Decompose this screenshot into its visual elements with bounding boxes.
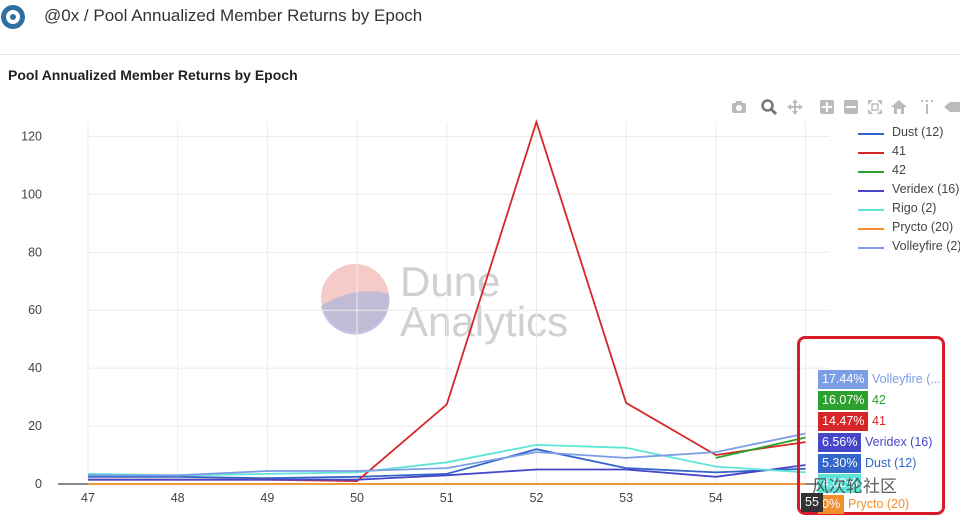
series-line-veridex xyxy=(88,464,806,481)
corner-watermark-text: 风次轮社区 xyxy=(812,477,897,496)
hover-label-value: 17.44% xyxy=(818,370,869,389)
legend-item[interactable]: Dust (12) xyxy=(852,124,960,142)
hover-label-value: 5.30% xyxy=(818,454,862,473)
watermark-line1: Dune xyxy=(400,258,500,305)
legend-label: 41 xyxy=(892,144,906,158)
zoom-icon[interactable] xyxy=(760,98,778,116)
y-tick-label: 80 xyxy=(28,245,42,259)
hover-label-series: Dust (12) xyxy=(865,456,917,470)
hover-label-series: Prycto (20) xyxy=(848,497,910,511)
x-tick-label: 50 xyxy=(350,491,364,505)
legend-item[interactable]: 41 xyxy=(852,143,960,161)
legend-swatch xyxy=(858,247,884,249)
y-tick-label: 0 xyxy=(35,477,42,491)
y-tick-label: 20 xyxy=(28,419,42,433)
chart-title: Pool Annualized Member Returns by Epoch xyxy=(8,67,298,83)
y-tick-label: 40 xyxy=(28,361,42,375)
legend-item[interactable]: Volleyfire (2) xyxy=(852,238,960,256)
legend-item[interactable]: Veridex (16) xyxy=(852,181,960,199)
legend-label: 42 xyxy=(892,163,906,177)
zoom-in-icon[interactable] xyxy=(818,98,836,116)
x-tick-label: 54 xyxy=(709,491,723,505)
zeroex-logo-icon xyxy=(1,5,25,29)
legend-swatch xyxy=(858,228,884,230)
hover-label-series: Volleyfire (... xyxy=(872,372,941,386)
legend-label: Prycto (20) xyxy=(892,220,954,234)
page-title: @0x / Pool Annualized Member Returns by … xyxy=(44,6,423,25)
x-tick-label: 52 xyxy=(529,491,543,505)
legend-swatch xyxy=(858,152,884,154)
pan-icon[interactable] xyxy=(786,98,804,116)
series-line-volleyfire xyxy=(88,432,806,477)
legend-swatch xyxy=(858,190,884,192)
top-bar: @0x / Pool Annualized Member Returns by … xyxy=(0,0,960,55)
annotation-highlight-box xyxy=(797,336,945,515)
hover-label-series: Veridex (16) xyxy=(865,435,933,449)
hover-label-series: 42 xyxy=(872,393,886,407)
x-tick-label: 47 xyxy=(81,491,95,505)
legend-item[interactable]: 42 xyxy=(852,162,960,180)
chart-legend: Dust (12) 41 42 Veridex (16) Rigo (2) Prycto … xyxy=(852,124,960,264)
legend-swatch xyxy=(858,133,884,135)
legend-label: Rigo (2) xyxy=(892,201,937,215)
hover-compare-icon[interactable] xyxy=(942,98,960,116)
camera-icon[interactable] xyxy=(730,98,748,116)
legend-swatch xyxy=(858,209,884,211)
home-icon[interactable] xyxy=(890,98,908,116)
hover-label-value: 16.07% xyxy=(818,391,869,410)
series-line-rigo xyxy=(87,443,806,477)
hover-x-label: 55 xyxy=(801,493,823,512)
x-tick-label: 51 xyxy=(440,491,454,505)
hover-label-value: 0% xyxy=(818,495,845,514)
spike-lines-icon[interactable] xyxy=(918,98,936,116)
x-tick-label: 48 xyxy=(171,491,185,505)
y-tick-label: 100 xyxy=(21,187,42,201)
y-tick-label: 120 xyxy=(21,129,42,143)
zoom-out-icon[interactable] xyxy=(842,98,860,116)
hover-label-value: 4.02% xyxy=(818,474,862,493)
x-tick-label: 53 xyxy=(619,491,633,505)
legend-label: Dust (12) xyxy=(892,125,944,139)
series-line-dust xyxy=(88,448,806,480)
legend-label: Veridex (16) xyxy=(892,182,960,196)
chart-modebar xyxy=(728,98,960,120)
legend-item[interactable]: Prycto (20) xyxy=(852,219,960,237)
legend-item[interactable]: Rigo (2) xyxy=(852,200,960,218)
autoscale-icon[interactable] xyxy=(866,98,884,116)
watermark-line2: Analytics xyxy=(400,298,568,345)
hover-label-series: 41 xyxy=(872,414,886,428)
legend-swatch xyxy=(858,171,884,173)
x-tick-label: 49 xyxy=(260,491,274,505)
y-tick-label: 60 xyxy=(28,303,42,317)
hover-label-value: 6.56% xyxy=(818,433,862,452)
hover-label-value: 14.47% xyxy=(818,412,869,431)
series-line-42 xyxy=(715,436,806,459)
dune-watermark: Dune Analytics xyxy=(321,258,568,345)
legend-label: Volleyfire (2) xyxy=(892,239,960,253)
